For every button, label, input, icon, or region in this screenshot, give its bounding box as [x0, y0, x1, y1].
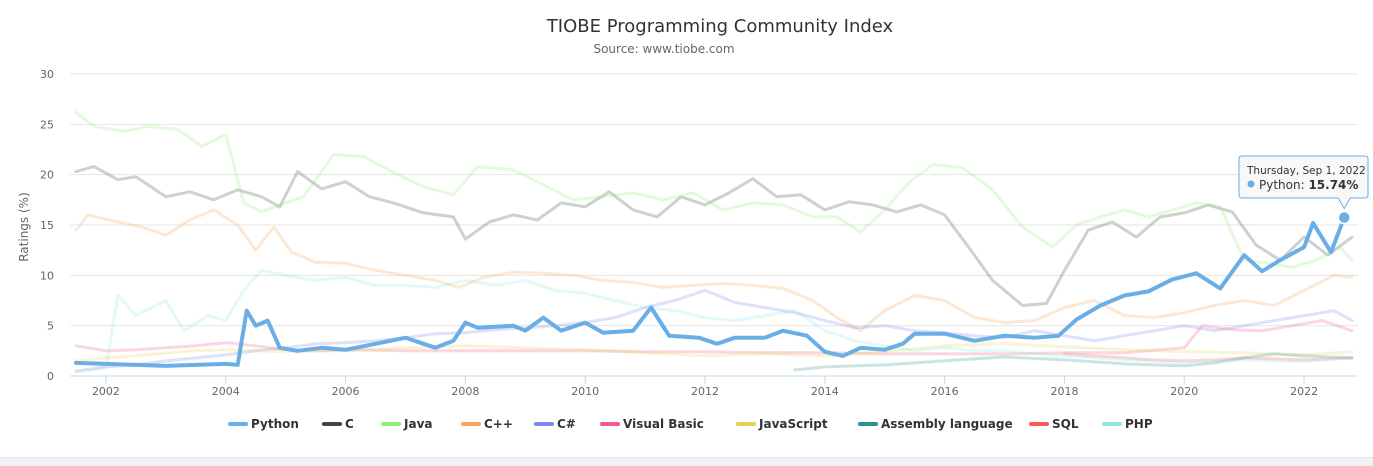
legend-item-c[interactable]: C — [322, 417, 354, 431]
grid-lines — [70, 73, 1358, 327]
y-axis-label: Ratings (%) — [17, 192, 31, 262]
series-line-c[interactable] — [74, 165, 1354, 307]
legend-item-sql[interactable]: SQL — [1029, 417, 1079, 431]
y-axis: 0 5 10 15 20 25 30 — [40, 68, 54, 383]
tooltip-series-label: Python: — [1259, 178, 1308, 192]
legend-label: Assembly language — [881, 417, 1013, 431]
series-line-c-[interactable] — [74, 288, 1354, 373]
legend-item-php[interactable]: PHP — [1102, 417, 1153, 431]
x-tick-label: 2016 — [931, 385, 959, 398]
y-tick-label: 10 — [40, 269, 54, 282]
series-line-visual-basic[interactable] — [74, 319, 1354, 356]
legend-label: C++ — [484, 417, 513, 431]
x-tick-label: 2014 — [811, 385, 839, 398]
legend-label: Python — [251, 417, 299, 431]
tooltip-text: Python: 15.74% — [1259, 178, 1358, 192]
series-line-c-[interactable] — [74, 208, 1354, 333]
series-line-sql[interactable] — [1063, 352, 1354, 363]
x-tick-label: 2018 — [1050, 385, 1078, 398]
tooltip-value: 15.74% — [1308, 178, 1358, 192]
y-tick-label: 0 — [47, 370, 54, 383]
tooltip-marker-dot — [1247, 180, 1255, 188]
x-tick-label: 2012 — [691, 385, 719, 398]
chart-subtitle: Source: www.tiobe.com — [593, 42, 734, 56]
legend-label: C — [345, 417, 354, 431]
y-tick-label: 5 — [47, 320, 54, 333]
legend-label: Java — [403, 417, 432, 431]
x-tick-label: 2006 — [332, 385, 360, 398]
legend: Python C Java C++ C# Visual Basic JavaScript As… — [228, 417, 1153, 431]
hover-point-marker[interactable] — [1337, 210, 1351, 225]
footer-strip — [0, 457, 1373, 466]
legend-item-assembly-language[interactable]: Assembly language — [858, 417, 1013, 431]
series-line-assembly-language[interactable] — [793, 352, 1354, 372]
x-axis: 2002 2004 2006 2008 2010 2012 2014 2016 2018 2020… — [70, 375, 1358, 398]
tooltip: Thursday, Sep 1, 2022 Python: 15.74% — [1238, 155, 1369, 210]
legend-label: JavaScript — [758, 417, 828, 431]
y-tick-label: 15 — [40, 219, 54, 232]
legend-label: SQL — [1052, 417, 1079, 431]
y-tick-label: 20 — [40, 169, 54, 182]
y-tick-label: 30 — [40, 68, 54, 81]
x-tick-label: 2020 — [1170, 385, 1198, 398]
x-tick-label: 2004 — [212, 385, 240, 398]
x-tick-label: 2010 — [571, 385, 599, 398]
x-tick-label: 2022 — [1290, 385, 1318, 398]
tooltip-box — [1238, 155, 1369, 210]
legend-label: PHP — [1125, 417, 1153, 431]
legend-item-java[interactable]: Java — [381, 417, 432, 431]
tooltip-date: Thursday, Sep 1, 2022 — [1246, 165, 1366, 177]
x-tick-label: 2002 — [92, 385, 120, 398]
legend-label: C# — [557, 417, 576, 431]
series-line-java[interactable] — [74, 110, 1354, 269]
x-tick-label: 2008 — [451, 385, 479, 398]
series-line-javascript[interactable] — [74, 342, 1354, 363]
legend-item-javascript[interactable]: JavaScript — [736, 417, 828, 431]
chart-title: TIOBE Programming Community Index — [546, 16, 894, 37]
plot-area[interactable] — [74, 110, 1354, 374]
legend-label: Visual Basic — [623, 417, 704, 431]
legend-item-c-[interactable]: C# — [534, 417, 576, 431]
legend-item-python[interactable]: Python — [228, 417, 299, 431]
legend-item-visual-basic[interactable]: Visual Basic — [600, 417, 704, 431]
y-tick-label: 25 — [40, 118, 54, 131]
series-line-python[interactable] — [74, 215, 1347, 368]
legend-item-c-[interactable]: C++ — [461, 417, 513, 431]
series-line-php[interactable] — [74, 268, 1354, 374]
